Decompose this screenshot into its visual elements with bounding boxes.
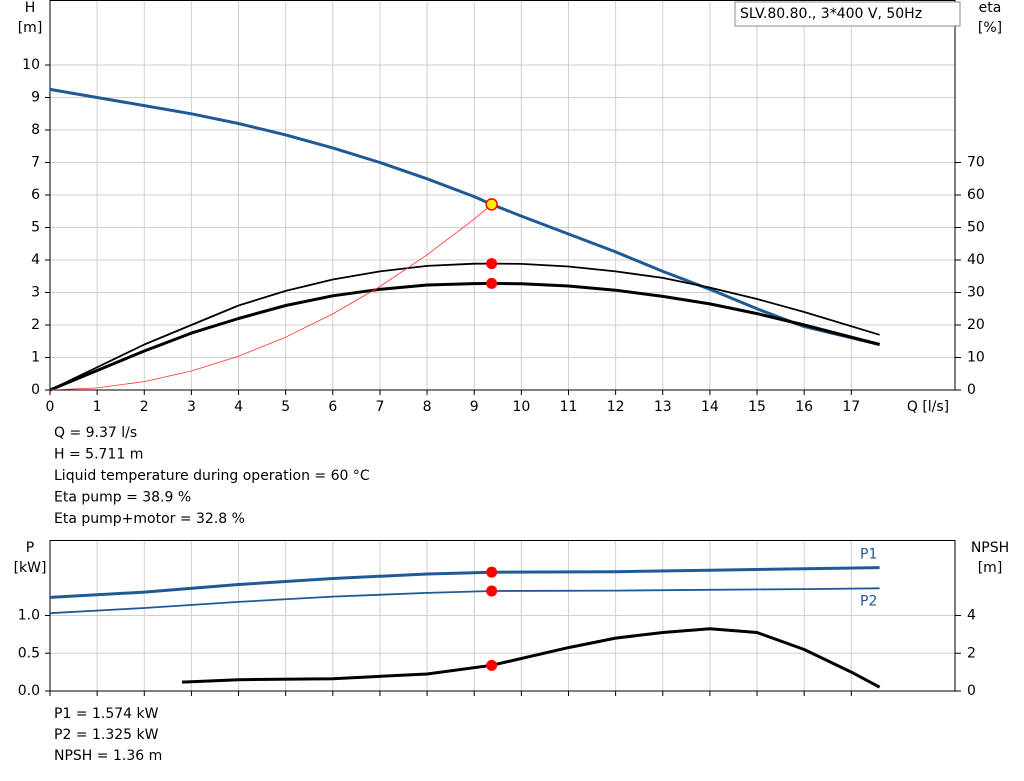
x-tick-label: 6 bbox=[328, 399, 337, 415]
annotation: P1 = 1.574 kW bbox=[54, 706, 159, 722]
x-tick-label: 5 bbox=[281, 399, 290, 415]
y2-axis-label: [m] bbox=[978, 560, 1003, 576]
y-axis-label: [kW] bbox=[14, 560, 47, 576]
plot-frame bbox=[49, 540, 956, 692]
x-tick-label: 0 bbox=[46, 399, 55, 415]
curve bbox=[49, 281, 880, 392]
x-tick-label: 2 bbox=[140, 399, 149, 415]
y2-tick-label: 10 bbox=[967, 350, 985, 366]
operating-point bbox=[486, 277, 498, 289]
operating-point bbox=[485, 198, 498, 211]
curve bbox=[49, 87, 880, 346]
y-tick-label: 6 bbox=[31, 187, 40, 203]
curve bbox=[49, 566, 880, 599]
y2-tick-label: 70 bbox=[967, 155, 985, 171]
y2-tick-label: 50 bbox=[967, 220, 985, 236]
annotation: NPSH = 1.36 m bbox=[54, 748, 162, 764]
y-tick-label: 4 bbox=[31, 252, 40, 268]
y-tick-label: 7 bbox=[31, 155, 40, 171]
annotation: P2 = 1.325 kW bbox=[54, 727, 159, 743]
curve bbox=[49, 204, 492, 391]
x-tick-label: 12 bbox=[607, 399, 625, 415]
x-tick-label: 15 bbox=[748, 399, 766, 415]
y-tick-label: 8 bbox=[31, 122, 40, 138]
y-axis-label: H bbox=[25, 0, 36, 16]
y2-axis-label: NPSH bbox=[971, 540, 1009, 556]
y2-tick-label: 20 bbox=[967, 317, 985, 333]
chart-title: SLV.80.80., 3*400 V, 50Hz bbox=[740, 6, 922, 22]
operating-point bbox=[486, 585, 498, 597]
operating-point bbox=[486, 258, 498, 270]
annotation: H = 5.711 m bbox=[54, 447, 143, 463]
x-tick-label: 3 bbox=[187, 399, 196, 415]
x-tick-label: 4 bbox=[234, 399, 243, 415]
x-tick-label: 14 bbox=[701, 399, 719, 415]
annotation: Q = 9.37 l/s bbox=[54, 425, 137, 441]
y-tick-label: 10 bbox=[22, 57, 40, 73]
y2-axis-label: [%] bbox=[978, 20, 1002, 36]
y2-tick-label: 60 bbox=[967, 187, 985, 203]
annotation: Eta pump+motor = 32.8 % bbox=[54, 511, 245, 527]
x-tick-label: 7 bbox=[375, 399, 384, 415]
y2-tick-label: 2 bbox=[967, 645, 976, 661]
operating-point bbox=[486, 659, 498, 671]
curve bbox=[49, 587, 880, 615]
y-tick-label: 1.0 bbox=[18, 608, 40, 624]
x-axis-label: Q [l/s] bbox=[907, 399, 949, 415]
y2-axis-label: eta bbox=[979, 0, 1002, 16]
title-box bbox=[734, 1, 961, 27]
y2-tick-label: 30 bbox=[967, 285, 985, 301]
x-tick-label: 9 bbox=[470, 399, 479, 415]
y-tick-label: 0.5 bbox=[18, 645, 40, 661]
curve bbox=[181, 627, 881, 689]
x-tick-label: 8 bbox=[423, 399, 432, 415]
y-tick-label: 2 bbox=[31, 317, 40, 333]
curve bbox=[49, 262, 880, 391]
x-tick-label: 17 bbox=[842, 399, 860, 415]
y2-tick-label: 40 bbox=[967, 252, 985, 268]
y2-tick-label: 0 bbox=[967, 382, 976, 398]
y-axis-label: [m] bbox=[18, 20, 43, 36]
y2-tick-label: 4 bbox=[967, 608, 976, 624]
annotation: Eta pump = 38.9 % bbox=[54, 490, 191, 506]
y-tick-label: 5 bbox=[31, 220, 40, 236]
series-label: P2 bbox=[860, 593, 877, 609]
y2-tick-label: 0 bbox=[967, 683, 976, 699]
x-tick-label: 10 bbox=[512, 399, 530, 415]
y-axis-label: P bbox=[26, 540, 34, 556]
y-tick-label: 9 bbox=[31, 90, 40, 106]
x-tick-label: 13 bbox=[654, 399, 672, 415]
x-tick-label: 1 bbox=[93, 399, 102, 415]
annotation: Liquid temperature during operation = 60… bbox=[54, 468, 370, 484]
x-tick-label: 16 bbox=[795, 399, 813, 415]
y-tick-label: 0 bbox=[31, 382, 40, 398]
y-tick-label: 3 bbox=[31, 285, 40, 301]
y-tick-label: 0.0 bbox=[18, 683, 40, 699]
operating-point bbox=[486, 566, 498, 578]
series-label: P1 bbox=[860, 547, 877, 563]
x-tick-label: 11 bbox=[560, 399, 578, 415]
y-tick-label: 1 bbox=[31, 350, 40, 366]
plot-frame bbox=[49, 0, 956, 391]
